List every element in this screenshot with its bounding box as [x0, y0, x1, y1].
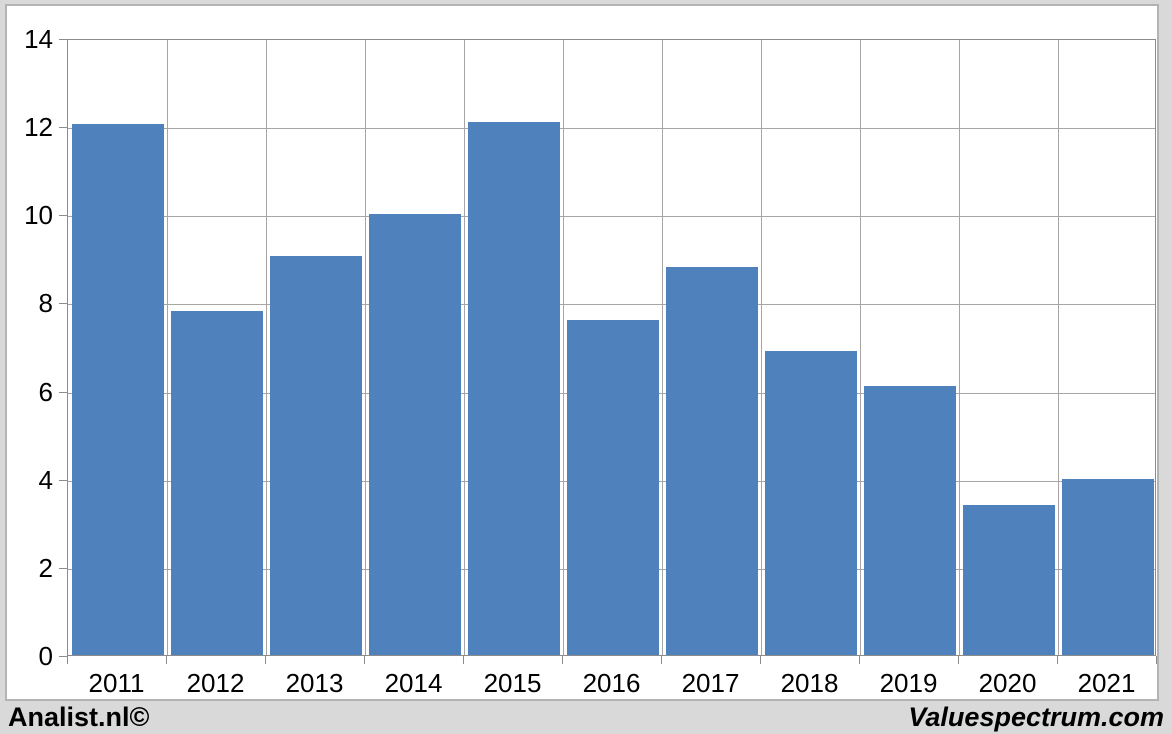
gridline-v-8 [860, 40, 861, 655]
gridline-v-1 [167, 40, 168, 655]
bar-2012 [171, 311, 263, 655]
y-axis-tick-4 [59, 480, 67, 481]
x-tick-label-2014: 2014 [384, 668, 443, 698]
y-axis-tick-6 [59, 392, 67, 393]
bar-2021 [1062, 479, 1154, 655]
bar-2016 [567, 320, 659, 655]
bar-2013 [270, 256, 362, 655]
x-tick-label-2019: 2019 [879, 668, 938, 698]
x-axis-tick-2 [265, 656, 266, 664]
y-axis-tick-2 [59, 568, 67, 569]
x-axis-tick-4 [463, 656, 464, 664]
x-axis-tick-5 [562, 656, 563, 664]
x-axis-tick-3 [364, 656, 365, 664]
gridline-h-12 [68, 128, 1155, 129]
gridline-v-4 [464, 40, 465, 655]
y-tick-label-10: 10 [24, 200, 53, 230]
gridline-v-5 [563, 40, 564, 655]
x-axis-tick-9 [958, 656, 959, 664]
y-tick-label-14: 14 [24, 24, 53, 54]
watermark-analist: Analist.nl© [8, 702, 150, 732]
x-axis-tick-0 [67, 656, 68, 664]
x-axis-tick-10 [1057, 656, 1058, 664]
bar-2020 [963, 505, 1055, 655]
gridline-h-8 [68, 304, 1155, 305]
x-tick-label-2012: 2012 [186, 668, 245, 698]
x-tick-label-2015: 2015 [483, 668, 542, 698]
gridline-v-2 [266, 40, 267, 655]
y-tick-label-12: 12 [24, 112, 53, 142]
y-axis-tick-14 [59, 39, 67, 40]
footer-watermarks: Analist.nl© Valuespectrum.com [0, 701, 1172, 734]
bar-2018 [765, 351, 857, 655]
x-tick-label-2013: 2013 [285, 668, 344, 698]
y-axis-tick-8 [59, 303, 67, 304]
y-tick-label-0: 0 [38, 641, 53, 671]
y-tick-label-8: 8 [38, 288, 53, 318]
plot-area [67, 39, 1156, 656]
y-axis-tick-10 [59, 215, 67, 216]
x-tick-label-2017: 2017 [681, 668, 740, 698]
bar-2017 [666, 267, 758, 655]
gridline-h-10 [68, 216, 1155, 217]
watermark-valuespectrum: Valuespectrum.com [908, 702, 1164, 732]
gridline-v-6 [662, 40, 663, 655]
x-tick-label-2016: 2016 [582, 668, 641, 698]
gridline-v-3 [365, 40, 366, 655]
y-axis-tick-0 [59, 656, 67, 657]
y-axis-tick-12 [59, 127, 67, 128]
y-tick-label-2: 2 [38, 553, 53, 583]
y-tick-label-6: 6 [38, 377, 53, 407]
x-tick-label-2020: 2020 [978, 668, 1037, 698]
x-axis-tick-8 [859, 656, 860, 664]
gridline-v-10 [1058, 40, 1059, 655]
x-axis-tick-11 [1156, 656, 1157, 664]
x-axis-tick-7 [760, 656, 761, 664]
chart-card: 0 2 4 6 8 10 12 14 2011 2012 2013 2014 2015 2016 2017 2… [5, 4, 1159, 701]
bar-2014 [369, 214, 461, 655]
bar-2015 [468, 122, 560, 655]
x-tick-label-2018: 2018 [780, 668, 839, 698]
gridline-v-9 [959, 40, 960, 655]
x-tick-label-2021: 2021 [1077, 668, 1136, 698]
bar-2011 [72, 124, 164, 655]
x-axis-tick-6 [661, 656, 662, 664]
gridline-v-7 [761, 40, 762, 655]
y-tick-label-4: 4 [38, 465, 53, 495]
x-tick-label-2011: 2011 [88, 668, 145, 698]
bar-2019 [864, 386, 956, 655]
x-axis-tick-1 [166, 656, 167, 664]
